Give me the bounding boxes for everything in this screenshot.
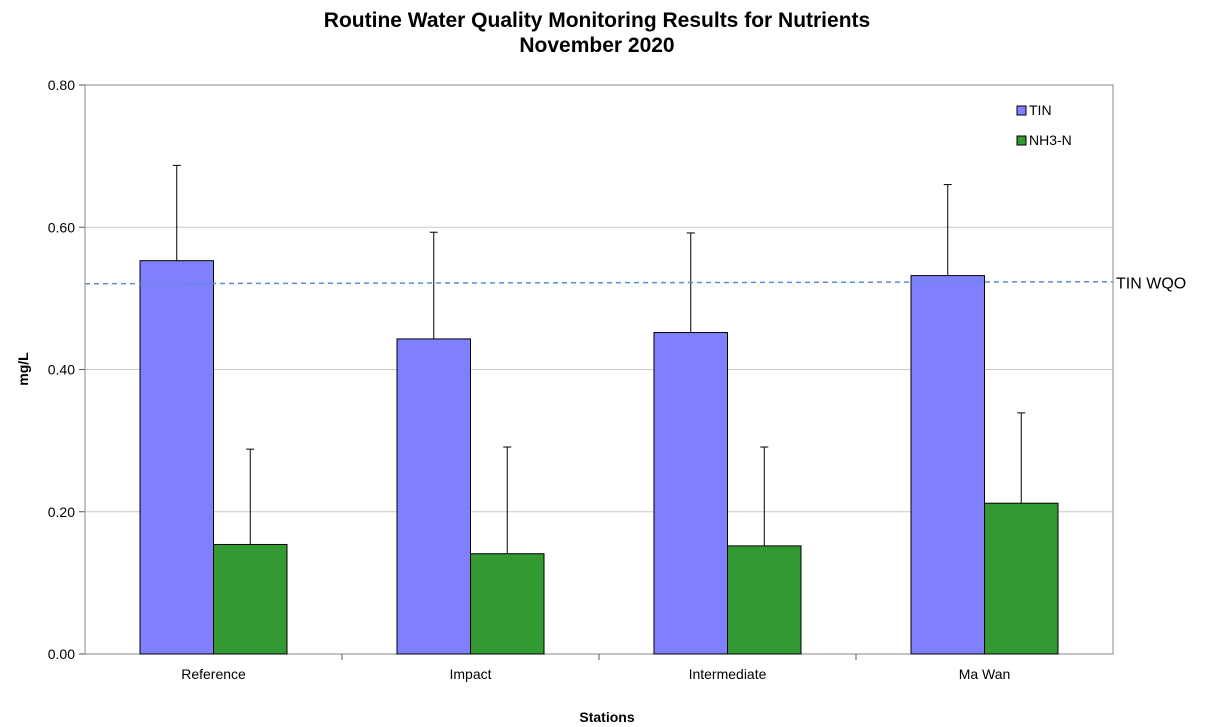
y-axis: 0.00 0.20 0.40 0.60 0.80 bbox=[48, 77, 85, 662]
legend-label: NH3-N bbox=[1029, 132, 1072, 148]
x-tick-label: Ma Wan bbox=[959, 666, 1011, 682]
bar bbox=[727, 545, 802, 655]
bar bbox=[470, 553, 545, 655]
reference-line-group: TIN WQO bbox=[84, 276, 1186, 293]
bar bbox=[139, 260, 214, 655]
x-axis: Reference Impact Intermediate Ma Wan bbox=[181, 654, 1010, 682]
bar bbox=[910, 275, 985, 655]
bars bbox=[139, 164, 1059, 655]
bar bbox=[653, 332, 728, 655]
y-tick-label: 0.00 bbox=[48, 646, 75, 662]
y-axis-title: mg/L bbox=[15, 352, 31, 386]
x-tick-label: Reference bbox=[181, 666, 246, 682]
y-tick-label: 0.20 bbox=[48, 504, 75, 520]
legend-swatch bbox=[1016, 135, 1027, 146]
y-tick-label: 0.40 bbox=[48, 362, 75, 378]
reference-line-label: TIN WQO bbox=[1116, 276, 1186, 293]
y-tick-label: 0.60 bbox=[48, 219, 75, 235]
bar bbox=[396, 338, 471, 655]
bar bbox=[984, 502, 1059, 655]
chart-title-line-2: November 2020 bbox=[519, 34, 674, 57]
bar bbox=[213, 543, 288, 655]
legend: TIN NH3-N bbox=[1016, 102, 1072, 148]
x-tick-label: Impact bbox=[449, 666, 491, 682]
x-tick-label: Intermediate bbox=[689, 666, 767, 682]
x-axis-title: Stations bbox=[579, 709, 634, 725]
chart-title-line-1: Routine Water Quality Monitoring Results… bbox=[324, 9, 870, 32]
reference-line bbox=[84, 280, 1114, 285]
y-tick-label: 0.80 bbox=[48, 77, 75, 93]
legend-swatch bbox=[1016, 105, 1027, 116]
legend-label: TIN bbox=[1029, 102, 1052, 118]
